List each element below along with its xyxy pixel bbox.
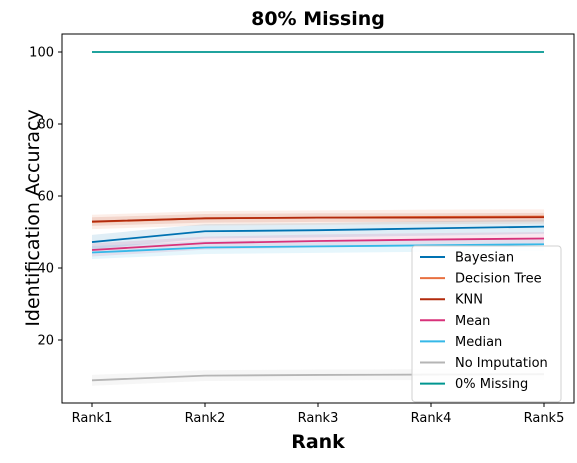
- y-axis-label: Identification Accuracy: [22, 109, 44, 326]
- legend-label: No Imputation: [455, 356, 548, 371]
- chart-title: 80% Missing: [251, 8, 385, 30]
- legend-label: KNN: [455, 293, 483, 308]
- legend-label: Decision Tree: [455, 272, 542, 287]
- y-tick-label: 40: [37, 262, 54, 277]
- x-tick-label: Rank3: [298, 411, 339, 426]
- band-bayesian: [92, 219, 544, 250]
- legend-label: 0% Missing: [455, 377, 528, 392]
- y-tick-label: 60: [37, 190, 54, 205]
- y-tick-label: 100: [29, 46, 54, 61]
- x-tick-label: Rank5: [524, 411, 565, 426]
- x-axis-label: Rank: [291, 431, 345, 453]
- legend-label: Mean: [455, 314, 490, 329]
- series-line-knn: [91, 216, 545, 223]
- x-tick-label: Rank1: [72, 411, 113, 426]
- legend-label: Bayesian: [455, 251, 514, 266]
- legend-label: Median: [455, 335, 502, 350]
- axis-ticks: Rank1 Rank2 Rank3 Rank4 Rank5 20 40 60 80 100: [29, 46, 564, 427]
- band-mean: [92, 232, 544, 257]
- series-line-bayesian: [91, 225, 545, 243]
- series-line-mean: [91, 237, 545, 251]
- x-tick-label: Rank4: [411, 411, 452, 426]
- legend-box: [411, 245, 562, 403]
- plot-frame: [61, 33, 575, 404]
- x-tick-label: Rank2: [185, 411, 226, 426]
- band-decision-tree: [92, 209, 544, 230]
- y-tick-label: 80: [37, 118, 54, 133]
- series-line-median: [91, 243, 545, 254]
- legend: Bayesian Decision Tree KNN Mean Median No Imp…: [411, 245, 562, 403]
- y-tick-label: 20: [37, 334, 54, 349]
